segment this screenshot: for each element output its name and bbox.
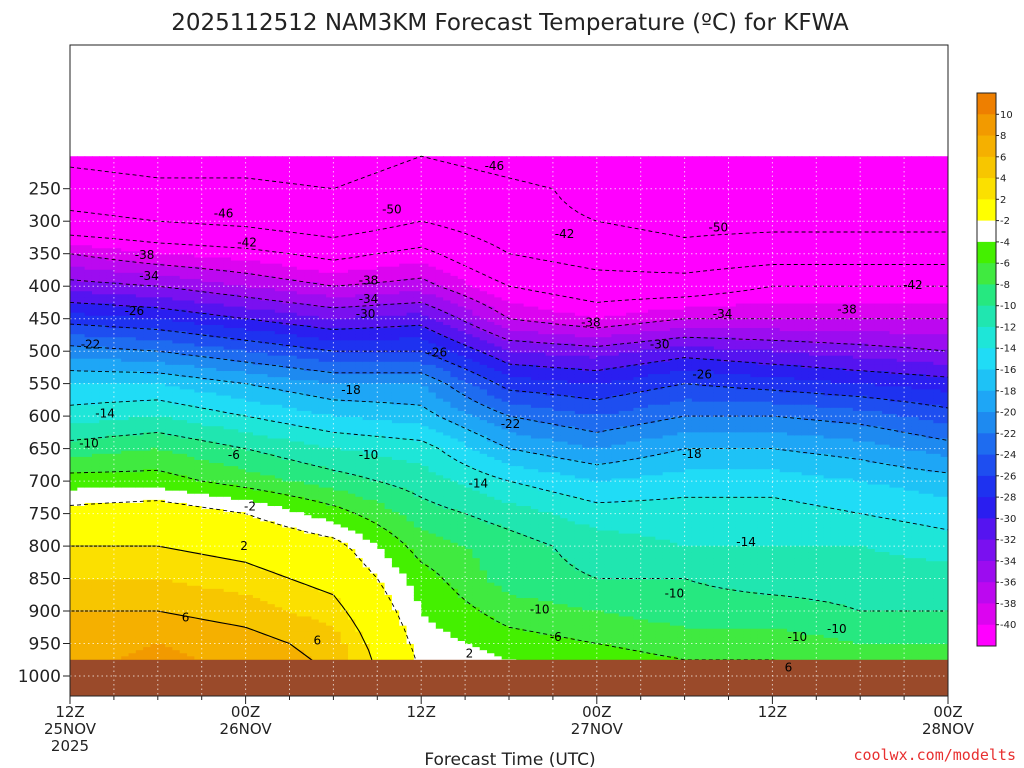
temperature-cell [194, 696, 202, 700]
temperature-cell [129, 699, 137, 703]
temperature-cell [224, 696, 232, 700]
temperature-cell [99, 699, 107, 703]
temperature-cell [136, 699, 144, 703]
temperature-cell [209, 702, 217, 706]
temperature-cell [165, 705, 173, 709]
temperature-cell [150, 699, 158, 703]
temperature-cell [77, 696, 85, 700]
temperature-cell [158, 699, 166, 703]
temperature-cell [216, 702, 224, 706]
temperature-cell [129, 702, 137, 706]
temperature-cell [92, 696, 100, 700]
temperature-cell [172, 705, 180, 709]
temperature-cell [121, 696, 129, 700]
temperature-cell [107, 699, 115, 703]
temperature-cell [107, 702, 115, 706]
temperature-cell [216, 696, 224, 700]
temperature-cell [92, 705, 100, 709]
chart-title: 2025112512 NAM3KM Forecast Temperature (… [171, 10, 849, 36]
temperature-cell [150, 702, 158, 706]
temperature-cell [92, 699, 100, 703]
temperature-cell [216, 699, 224, 703]
temperature-cell [194, 702, 202, 706]
temperature-cell [70, 696, 78, 700]
temperature-cell [180, 696, 188, 700]
temperature-cell [150, 705, 158, 709]
temperature-cell [180, 699, 188, 703]
temperature-cell [143, 699, 151, 703]
temperature-cell [114, 696, 122, 700]
temperature-cell [143, 702, 151, 706]
temperature-cell [114, 705, 122, 709]
temperature-cell [121, 705, 129, 709]
temperature-cell [158, 705, 166, 709]
temperature-cell [187, 705, 195, 709]
temperature-cell [202, 702, 210, 706]
temperature-cell [99, 702, 107, 706]
temperature-cell [172, 699, 180, 703]
temperature-cell [194, 699, 202, 703]
plot-area [70, 45, 949, 709]
temperature-cell [150, 696, 158, 700]
temperature-cell [85, 702, 93, 706]
temperature-cell [194, 705, 202, 709]
temperature-cell [172, 696, 180, 700]
temperature-time-section-chart: 2025112512 NAM3KM Forecast Temperature (… [0, 0, 1024, 768]
temperature-cell [216, 705, 224, 709]
temperature-cell [121, 702, 129, 706]
temperature-cell [136, 702, 144, 706]
temperature-cell [136, 705, 144, 709]
temperature-cell [136, 696, 144, 700]
temperature-cell [85, 705, 93, 709]
temperature-cell [85, 699, 93, 703]
temperature-cell [129, 705, 137, 709]
temperature-cell [202, 699, 210, 703]
temperature-cell [180, 702, 188, 706]
temperature-cell [107, 705, 115, 709]
temperature-cell [172, 702, 180, 706]
temperature-cell [209, 696, 217, 700]
temperature-cell [209, 699, 217, 703]
temperature-cell [165, 696, 173, 700]
temperature-cell [114, 699, 122, 703]
temperature-cell [114, 702, 122, 706]
temperature-cell [202, 705, 210, 709]
temperature-cell [129, 696, 137, 700]
temperature-cell [187, 702, 195, 706]
temperature-cell [165, 699, 173, 703]
temperature-cell [158, 696, 166, 700]
temperature-cell [180, 705, 188, 709]
temperature-cell [85, 696, 93, 700]
temperature-cell [99, 696, 107, 700]
temperature-cell [202, 696, 210, 700]
temperature-cell [187, 696, 195, 700]
temperature-cell [107, 696, 115, 700]
temperature-cell [209, 705, 217, 709]
temperature-cell [187, 699, 195, 703]
temperature-cell [143, 705, 151, 709]
temperature-cell [99, 705, 107, 709]
temperature-cell [143, 696, 151, 700]
temperature-cell [165, 702, 173, 706]
temperature-cell [92, 702, 100, 706]
temperature-cell [158, 702, 166, 706]
temperature-cell [121, 699, 129, 703]
